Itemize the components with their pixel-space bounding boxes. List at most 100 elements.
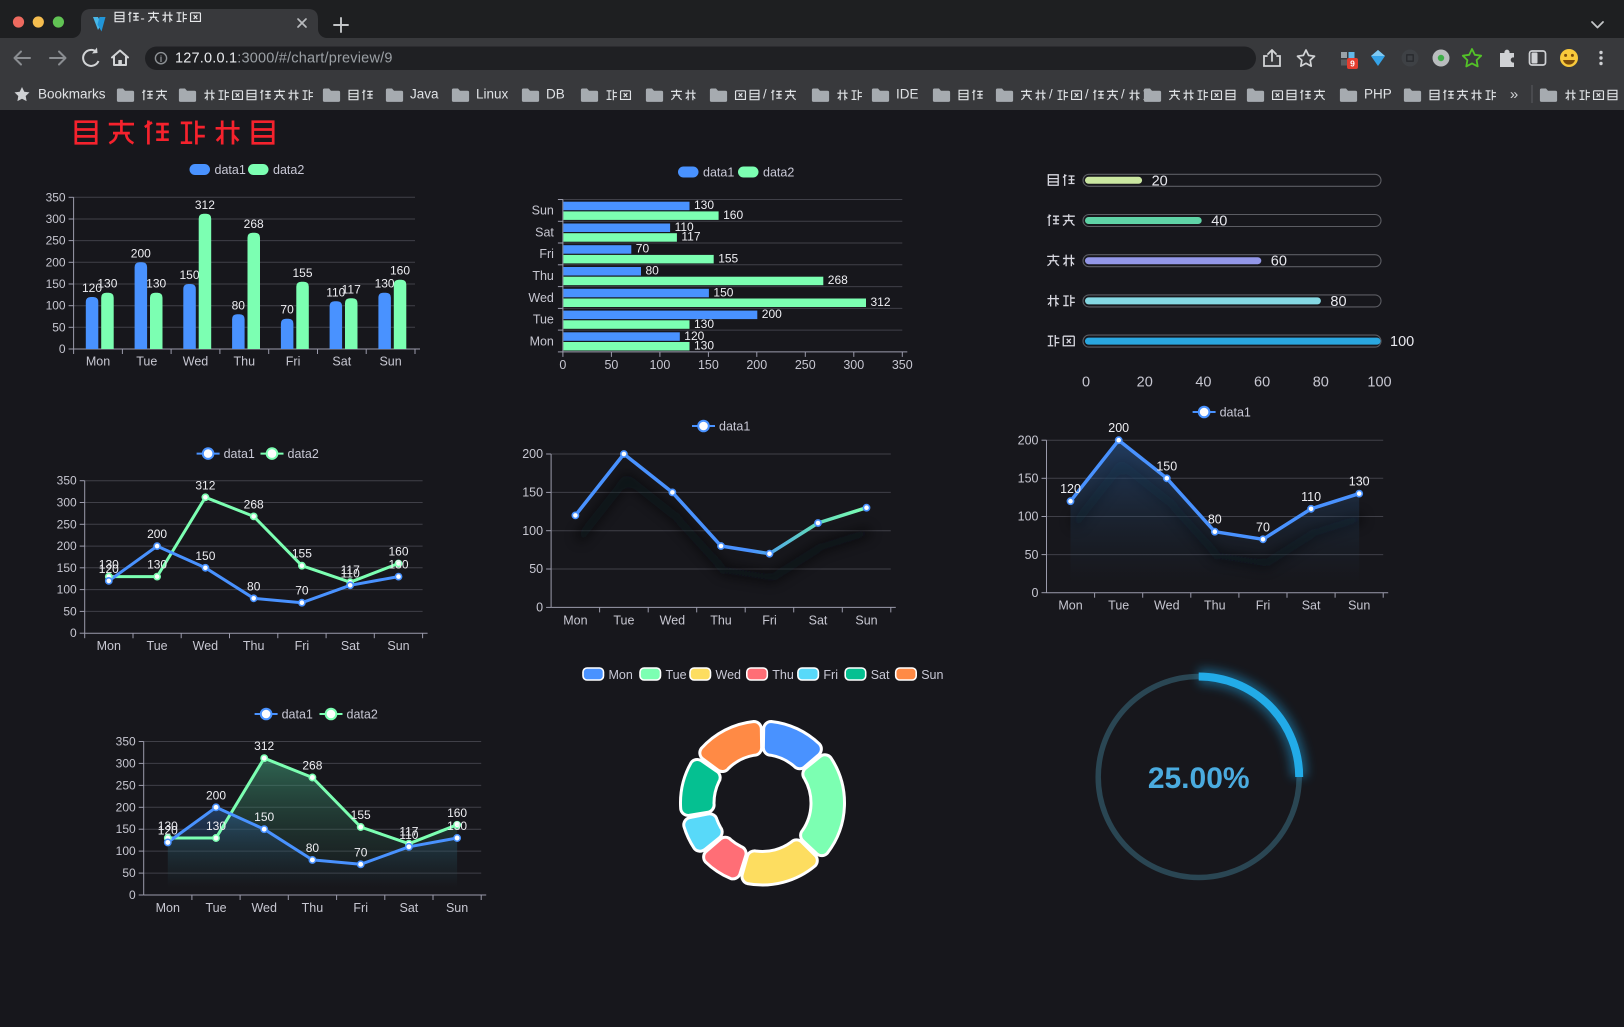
svg-text:Bookmarks: Bookmarks [38, 87, 106, 102]
svg-text:50: 50 [52, 320, 66, 334]
svg-text:150: 150 [46, 277, 66, 291]
svg-text:0: 0 [559, 358, 566, 372]
svg-text:200: 200 [116, 800, 136, 814]
svg-text:40: 40 [1195, 375, 1211, 391]
svg-text:268: 268 [828, 273, 848, 287]
svg-text:40: 40 [1211, 214, 1227, 230]
svg-text:130: 130 [146, 277, 166, 291]
svg-text:200: 200 [147, 527, 167, 541]
svg-text:Tue: Tue [613, 613, 634, 627]
svg-text:Wed: Wed [1154, 599, 1180, 613]
svg-text:Fri: Fri [286, 355, 301, 369]
svg-text:Mon: Mon [563, 613, 587, 627]
svg-text:data2: data2 [288, 447, 319, 461]
svg-text:130: 130 [694, 317, 714, 331]
svg-text:Wed: Wed [193, 639, 219, 653]
svg-text:200: 200 [131, 246, 151, 260]
svg-text:0: 0 [59, 342, 66, 356]
svg-text:150: 150 [713, 285, 733, 299]
svg-text:80: 80 [306, 841, 320, 855]
svg-text:130: 130 [694, 339, 714, 353]
svg-text:130: 130 [147, 558, 167, 572]
svg-text:data1: data1 [224, 447, 255, 461]
svg-text:130: 130 [694, 198, 714, 212]
svg-text:50: 50 [63, 604, 77, 618]
svg-text:Thu: Thu [1204, 599, 1226, 613]
svg-text:120: 120 [158, 823, 178, 837]
svg-text:Fri: Fri [295, 639, 310, 653]
svg-text:312: 312 [195, 478, 215, 492]
svg-text:300: 300 [46, 212, 66, 226]
svg-text:Fri: Fri [1256, 599, 1271, 613]
svg-text:117: 117 [681, 230, 700, 244]
svg-text:Mon: Mon [1058, 599, 1082, 613]
svg-text:data1: data1 [1220, 405, 1251, 419]
svg-text:300: 300 [57, 496, 77, 510]
svg-text:130: 130 [158, 819, 178, 833]
svg-text:/: / [763, 87, 767, 102]
svg-text:250: 250 [57, 517, 77, 531]
svg-text:200: 200 [46, 255, 66, 269]
svg-text:80: 80 [247, 579, 261, 593]
svg-text:20: 20 [1152, 173, 1168, 189]
svg-text:150: 150 [195, 549, 215, 563]
svg-text:120: 120 [99, 562, 119, 576]
svg-text:110: 110 [675, 220, 694, 234]
svg-text:Tue: Tue [1108, 599, 1129, 613]
svg-text:0: 0 [1032, 586, 1039, 600]
svg-text:Sun: Sun [921, 668, 943, 682]
svg-text:data1: data1 [215, 163, 246, 177]
svg-text:150: 150 [1018, 472, 1039, 486]
svg-text:Mon: Mon [530, 334, 554, 348]
svg-text:200: 200 [762, 307, 782, 321]
svg-text:250: 250 [795, 358, 816, 372]
svg-text:70: 70 [354, 845, 368, 859]
svg-text:Sat: Sat [1302, 599, 1321, 613]
svg-text:Mon: Mon [86, 355, 110, 369]
svg-text:150: 150 [254, 810, 274, 824]
svg-text:350: 350 [116, 735, 136, 749]
svg-text:0: 0 [1082, 375, 1090, 391]
svg-text:Thu: Thu [234, 355, 256, 369]
svg-text:100: 100 [1018, 510, 1039, 524]
svg-text:Wed: Wed [183, 355, 209, 369]
svg-text:Tue: Tue [666, 668, 687, 682]
svg-text:150: 150 [698, 358, 719, 372]
svg-text:130: 130 [1349, 475, 1370, 489]
svg-text:Wed: Wed [251, 901, 277, 915]
svg-text:50: 50 [604, 358, 618, 372]
svg-text:data2: data2 [347, 707, 378, 721]
svg-text:Fri: Fri [353, 901, 368, 915]
svg-text:Sat: Sat [332, 355, 351, 369]
svg-text:Sun: Sun [532, 204, 554, 218]
svg-text:120: 120 [82, 281, 102, 295]
svg-text:0: 0 [70, 626, 77, 640]
svg-text:300: 300 [116, 756, 136, 770]
svg-text:110: 110 [326, 285, 345, 299]
svg-text:Sun: Sun [379, 355, 401, 369]
svg-text:Sat: Sat [341, 639, 360, 653]
svg-text:Mon: Mon [609, 668, 633, 682]
svg-text:DB: DB [546, 87, 565, 102]
svg-text:Sat: Sat [809, 613, 828, 627]
svg-text:160: 160 [388, 545, 408, 559]
svg-text:100: 100 [46, 299, 66, 313]
svg-text:»: » [1510, 86, 1518, 103]
svg-text:i: i [160, 54, 163, 64]
svg-text:100: 100 [649, 358, 670, 372]
svg-text:50: 50 [529, 562, 543, 576]
svg-text:250: 250 [116, 778, 136, 792]
svg-text:117: 117 [399, 825, 418, 839]
svg-text:80: 80 [1330, 294, 1346, 310]
svg-text:0: 0 [536, 601, 543, 615]
svg-text:70: 70 [636, 242, 650, 256]
svg-text:Tue: Tue [147, 639, 168, 653]
svg-text:350: 350 [892, 358, 913, 372]
svg-text:155: 155 [718, 251, 738, 265]
svg-text:127.0.0.1:3000/#/chart/preview: 127.0.0.1:3000/#/chart/preview/9 [175, 51, 393, 67]
svg-text:80: 80 [1313, 375, 1329, 391]
svg-text:150: 150 [522, 486, 543, 500]
svg-text:120: 120 [1060, 482, 1081, 496]
svg-text:200: 200 [1018, 433, 1039, 447]
svg-text:268: 268 [244, 497, 264, 511]
